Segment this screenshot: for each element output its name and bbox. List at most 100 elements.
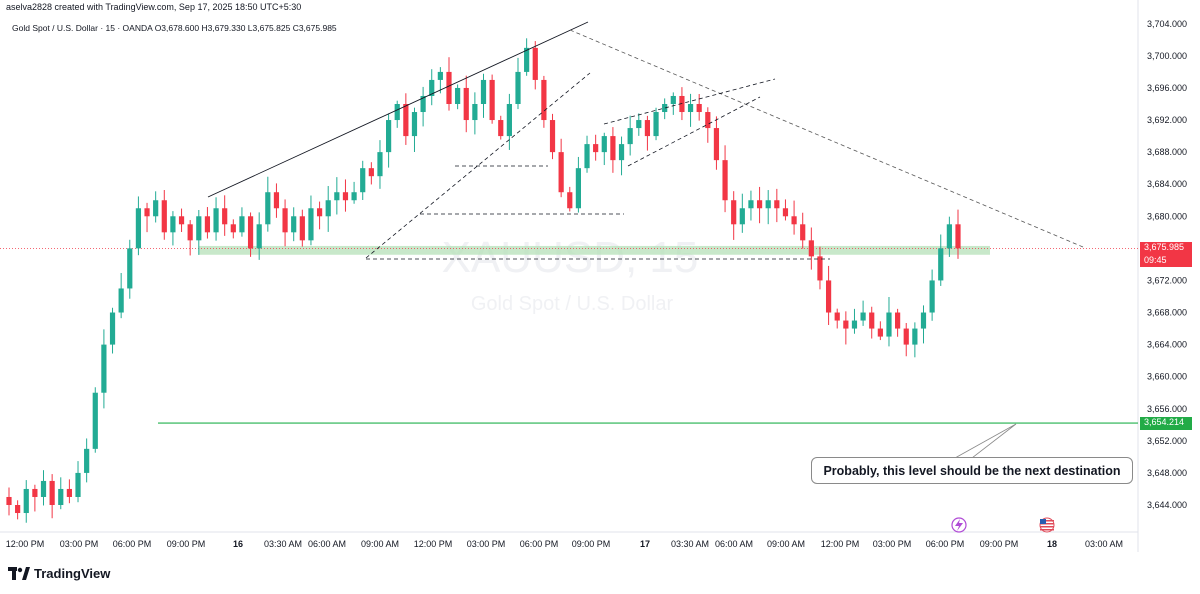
candle-body[interactable] [316,208,323,217]
candle-body[interactable] [782,208,789,217]
candle-body[interactable] [351,192,357,201]
candle-body[interactable] [575,168,581,209]
candle-body[interactable] [825,280,832,313]
candle-body[interactable] [946,224,952,249]
brand[interactable]: TradingView [8,566,110,581]
candle-body[interactable] [109,312,116,345]
candle-body[interactable] [731,200,737,225]
candle-body[interactable] [213,208,219,233]
candle-body[interactable] [549,120,556,153]
candle-body[interactable] [411,112,418,137]
candle-body[interactable] [273,192,280,209]
candle-body[interactable] [636,120,642,129]
candle-body[interactable] [558,152,564,193]
candle-body[interactable] [437,71,443,80]
candle-body[interactable] [524,47,530,72]
candle-body[interactable] [800,224,806,241]
candle-body[interactable] [40,480,47,497]
candle-body[interactable] [92,392,98,449]
candle-body[interactable] [386,120,392,153]
candle-body[interactable] [670,95,676,104]
candle-body[interactable] [808,240,814,257]
candle-body[interactable] [817,256,823,281]
candle-body[interactable] [265,192,271,225]
candle-body[interactable] [403,104,409,137]
candle-body[interactable] [843,320,849,329]
candle-body[interactable] [593,144,599,153]
candle-body[interactable] [291,216,297,233]
candle-body[interactable] [6,496,12,505]
candle-body[interactable] [774,200,780,209]
candle-body[interactable] [489,79,495,121]
candle-body[interactable] [58,488,64,505]
candle-body[interactable] [282,208,288,233]
candle-body[interactable] [308,208,314,241]
candle-body[interactable] [627,128,633,145]
candle-body[interactable] [834,312,840,321]
candle-body[interactable] [334,192,340,201]
candle-body[interactable] [515,71,521,104]
candle-body[interactable] [360,168,366,193]
candle-body[interactable] [256,224,262,249]
candle-body[interactable] [610,136,616,161]
candle-body[interactable] [153,200,159,217]
candle-body[interactable] [739,208,745,225]
candle-body[interactable] [239,216,245,233]
candle-body[interactable] [601,136,607,153]
candle-body[interactable] [506,104,512,137]
candle-body[interactable] [618,144,625,161]
candle-body[interactable] [498,120,504,137]
candle-body[interactable] [23,488,29,514]
candle-body[interactable] [541,79,547,121]
rising-wedge-upper-trendline[interactable] [207,21,589,198]
candle-body[interactable] [532,47,538,80]
candle-body[interactable] [567,192,573,209]
candle-body[interactable] [920,312,927,329]
candle-body[interactable] [895,312,901,329]
candle-body[interactable] [705,112,711,129]
candle-body[interactable] [325,200,331,217]
candle-body[interactable] [204,216,211,233]
candle-body[interactable] [955,224,961,249]
descending-resistance-line[interactable] [569,29,1084,248]
candle-body[interactable] [696,104,702,113]
candle-body[interactable] [584,144,590,169]
annotation-callout[interactable]: Probably, this level should be the next … [811,457,1133,484]
candle-body[interactable] [679,95,685,113]
symbol-name[interactable]: Gold Spot / U.S. Dollar · 15 · OANDA [12,23,153,33]
candle-body[interactable] [49,480,55,505]
candle-body[interactable] [472,104,478,121]
candle-body[interactable] [687,104,694,113]
candle-body[interactable] [161,200,167,233]
candle-body[interactable] [196,216,202,241]
candle-body[interactable] [713,128,720,161]
candle-body[interactable] [15,505,21,514]
candle-body[interactable] [32,488,38,497]
candle-body[interactable] [791,216,797,225]
candle-body[interactable] [877,328,883,337]
candle-body[interactable] [420,95,426,113]
candle-body[interactable] [429,79,435,96]
candle-body[interactable] [869,312,875,329]
channel-lower-line[interactable] [627,96,761,167]
candle-body[interactable] [101,344,107,393]
candle-body[interactable] [912,328,918,345]
candle-body[interactable] [653,112,659,137]
channel-upper-line[interactable] [603,78,776,125]
candle-body[interactable] [938,248,944,281]
candle-body[interactable] [66,488,72,497]
candle-body[interactable] [851,320,858,329]
support-zone[interactable] [199,245,990,255]
candle-body[interactable] [644,120,651,137]
candle-body[interactable] [247,216,254,249]
candle-body[interactable] [480,79,487,104]
candle-body[interactable] [748,200,754,209]
candle-body[interactable] [860,312,866,321]
candle-body[interactable] [368,168,374,177]
candle-body[interactable] [455,87,461,104]
candle-body[interactable] [144,208,150,217]
candle-body[interactable] [230,224,236,233]
candle-body[interactable] [377,152,383,177]
candle-body[interactable] [222,208,228,225]
